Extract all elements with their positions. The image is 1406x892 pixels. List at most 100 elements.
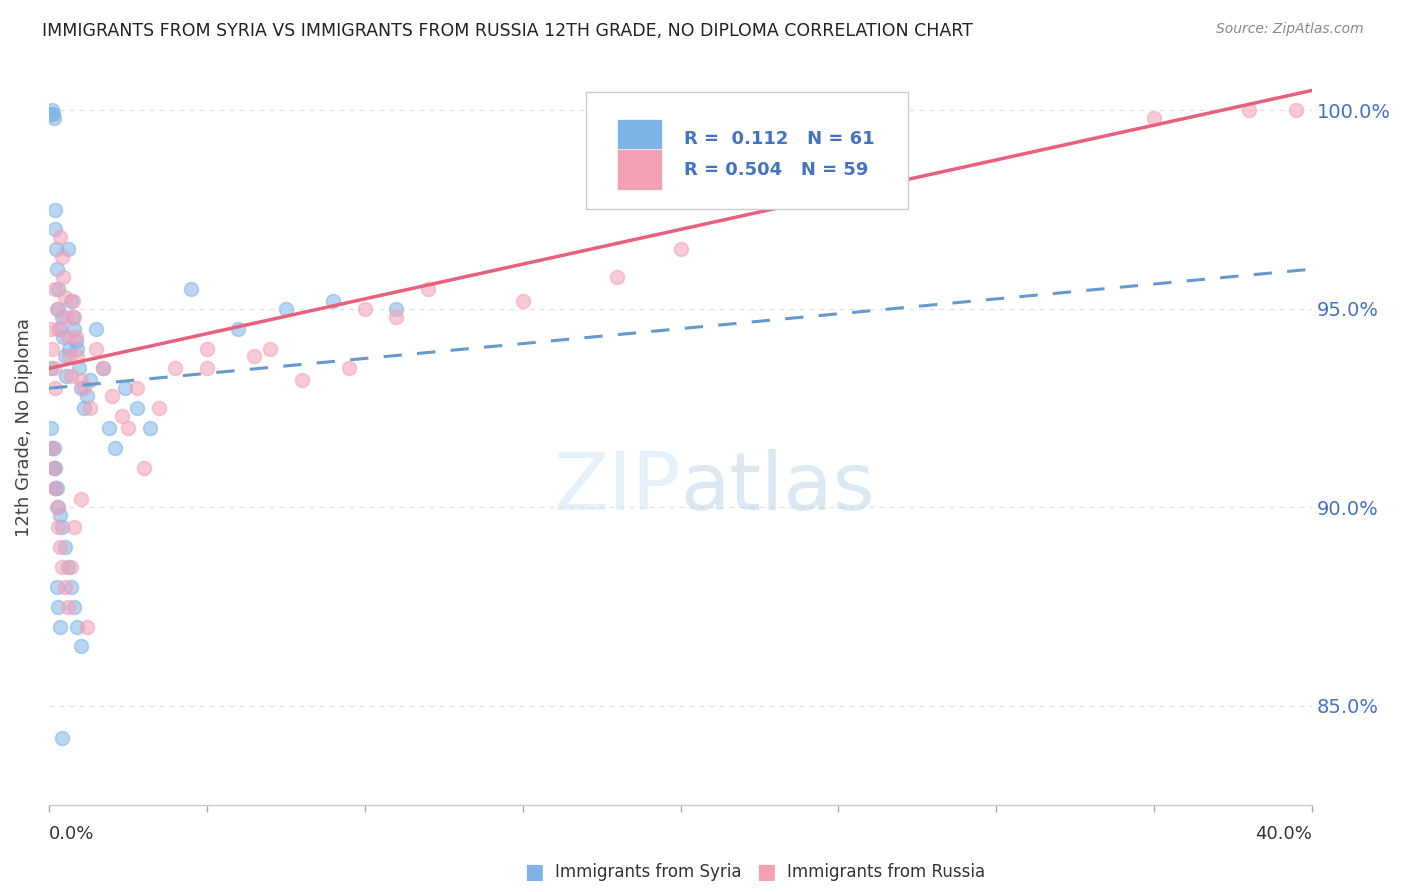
Point — [132, 460, 155, 475]
Point — [60, 293, 83, 308]
Point — [49, 230, 72, 244]
Point — [45, 481, 67, 495]
Point — [45, 500, 67, 515]
Point — [49, 619, 72, 633]
Point — [91, 361, 114, 376]
Y-axis label: 12th Grade, No Diploma: 12th Grade, No Diploma — [15, 318, 32, 538]
Point — [127, 381, 149, 395]
Point — [52, 329, 75, 343]
Point — [45, 301, 67, 316]
Point — [42, 361, 65, 376]
Point — [60, 580, 83, 594]
Point — [41, 441, 63, 455]
Text: Source: ZipAtlas.com: Source: ZipAtlas.com — [1216, 22, 1364, 37]
Point — [41, 342, 63, 356]
Point — [51, 310, 73, 324]
Point — [39, 421, 62, 435]
Point — [228, 321, 250, 335]
Point — [69, 373, 91, 387]
Point — [49, 540, 72, 554]
Text: atlas: atlas — [681, 450, 875, 527]
Point — [44, 481, 66, 495]
Point — [42, 460, 65, 475]
Point — [322, 293, 344, 308]
Point — [66, 342, 89, 356]
Point — [52, 270, 75, 285]
FancyBboxPatch shape — [586, 92, 908, 209]
Point — [56, 242, 79, 256]
Point — [41, 441, 63, 455]
Point — [669, 242, 692, 256]
Point — [79, 373, 101, 387]
Point — [86, 342, 108, 356]
Point — [62, 293, 84, 308]
Point — [53, 540, 76, 554]
Text: Immigrants from Russia: Immigrants from Russia — [787, 863, 986, 881]
Point — [56, 560, 79, 574]
Point — [44, 481, 66, 495]
Point — [48, 520, 70, 534]
Text: R =  0.112   N = 61: R = 0.112 N = 61 — [685, 130, 875, 148]
Point — [91, 361, 114, 376]
Point — [44, 202, 66, 217]
Point — [243, 350, 266, 364]
Point — [42, 112, 65, 126]
Point — [353, 301, 375, 316]
Point — [63, 599, 86, 614]
Point — [101, 389, 124, 403]
Point — [385, 310, 408, 324]
Point — [65, 334, 87, 348]
Point — [56, 329, 79, 343]
Point — [148, 401, 170, 416]
Point — [44, 282, 66, 296]
Point — [63, 520, 86, 534]
Point — [44, 381, 66, 395]
Point — [42, 460, 65, 475]
Point — [180, 282, 202, 296]
Point — [58, 350, 80, 364]
Bar — [617, 119, 662, 160]
Point — [98, 421, 121, 435]
Point — [53, 350, 76, 364]
Text: ZIP: ZIP — [553, 450, 681, 527]
Point — [73, 381, 96, 395]
Point — [42, 107, 65, 121]
Point — [60, 369, 83, 384]
Point — [65, 329, 87, 343]
Point — [512, 293, 534, 308]
Text: ■: ■ — [524, 863, 544, 882]
Point — [79, 401, 101, 416]
Point — [44, 460, 66, 475]
Text: Immigrants from Syria: Immigrants from Syria — [555, 863, 742, 881]
Point — [60, 560, 83, 574]
Point — [63, 310, 86, 324]
Bar — [617, 149, 662, 190]
Point — [51, 520, 73, 534]
Point — [416, 282, 439, 296]
Point — [1285, 103, 1308, 118]
Point — [195, 361, 218, 376]
Point — [385, 301, 408, 316]
Point — [67, 361, 90, 376]
Point — [165, 361, 187, 376]
Point — [49, 508, 72, 523]
Point — [62, 310, 84, 324]
Point — [39, 361, 62, 376]
Point — [337, 361, 360, 376]
Point — [76, 619, 98, 633]
Point — [195, 342, 218, 356]
Point — [53, 580, 76, 594]
Point — [76, 389, 98, 403]
Point — [69, 640, 91, 654]
Point — [56, 599, 79, 614]
Point — [63, 321, 86, 335]
Point — [73, 401, 96, 416]
Point — [127, 401, 149, 416]
Point — [55, 369, 77, 384]
Point — [39, 321, 62, 335]
Point — [42, 441, 65, 455]
Point — [114, 381, 136, 395]
Point — [291, 373, 314, 387]
Point — [55, 310, 77, 324]
Point — [110, 409, 132, 423]
